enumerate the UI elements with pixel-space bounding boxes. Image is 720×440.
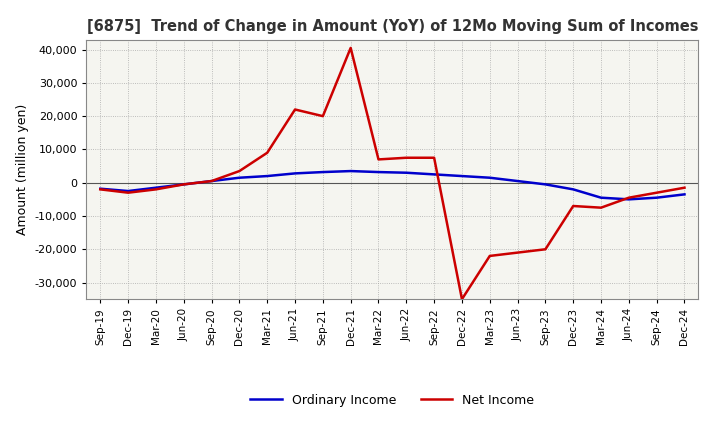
Ordinary Income bbox=[402, 170, 410, 176]
Net Income bbox=[124, 190, 132, 195]
Legend: Ordinary Income, Net Income: Ordinary Income, Net Income bbox=[246, 389, 539, 411]
Net Income bbox=[541, 247, 550, 252]
Net Income bbox=[485, 253, 494, 259]
Ordinary Income bbox=[374, 169, 383, 175]
Ordinary Income bbox=[179, 182, 188, 187]
Net Income bbox=[458, 297, 467, 302]
Ordinary Income bbox=[541, 182, 550, 187]
Ordinary Income bbox=[207, 178, 216, 183]
Ordinary Income bbox=[318, 169, 327, 175]
Line: Ordinary Income: Ordinary Income bbox=[100, 171, 685, 199]
Ordinary Income bbox=[652, 195, 661, 200]
Ordinary Income bbox=[263, 173, 271, 179]
Ordinary Income bbox=[291, 171, 300, 176]
Net Income bbox=[680, 185, 689, 191]
Ordinary Income bbox=[624, 197, 633, 202]
Ordinary Income bbox=[152, 185, 161, 191]
Net Income bbox=[235, 169, 243, 174]
Net Income bbox=[513, 250, 522, 255]
Net Income bbox=[207, 178, 216, 183]
Line: Net Income: Net Income bbox=[100, 48, 685, 299]
Net Income bbox=[263, 150, 271, 155]
Net Income bbox=[291, 107, 300, 112]
Ordinary Income bbox=[597, 195, 606, 200]
Ordinary Income bbox=[569, 187, 577, 192]
Ordinary Income bbox=[124, 188, 132, 194]
Ordinary Income bbox=[458, 173, 467, 179]
Net Income bbox=[346, 45, 355, 51]
Net Income bbox=[624, 195, 633, 200]
Net Income bbox=[569, 203, 577, 209]
Net Income bbox=[152, 187, 161, 192]
Net Income bbox=[652, 190, 661, 195]
Net Income bbox=[96, 187, 104, 192]
Net Income bbox=[402, 155, 410, 161]
Net Income bbox=[318, 114, 327, 119]
Net Income bbox=[597, 205, 606, 210]
Net Income bbox=[374, 157, 383, 162]
Ordinary Income bbox=[235, 175, 243, 180]
Ordinary Income bbox=[513, 178, 522, 183]
Net Income bbox=[430, 155, 438, 161]
Y-axis label: Amount (million yen): Amount (million yen) bbox=[16, 104, 30, 235]
Ordinary Income bbox=[346, 169, 355, 174]
Ordinary Income bbox=[485, 175, 494, 180]
Ordinary Income bbox=[680, 192, 689, 197]
Net Income bbox=[179, 182, 188, 187]
Ordinary Income bbox=[96, 186, 104, 191]
Ordinary Income bbox=[430, 172, 438, 177]
Title: [6875]  Trend of Change in Amount (YoY) of 12Mo Moving Sum of Incomes: [6875] Trend of Change in Amount (YoY) o… bbox=[86, 19, 698, 34]
